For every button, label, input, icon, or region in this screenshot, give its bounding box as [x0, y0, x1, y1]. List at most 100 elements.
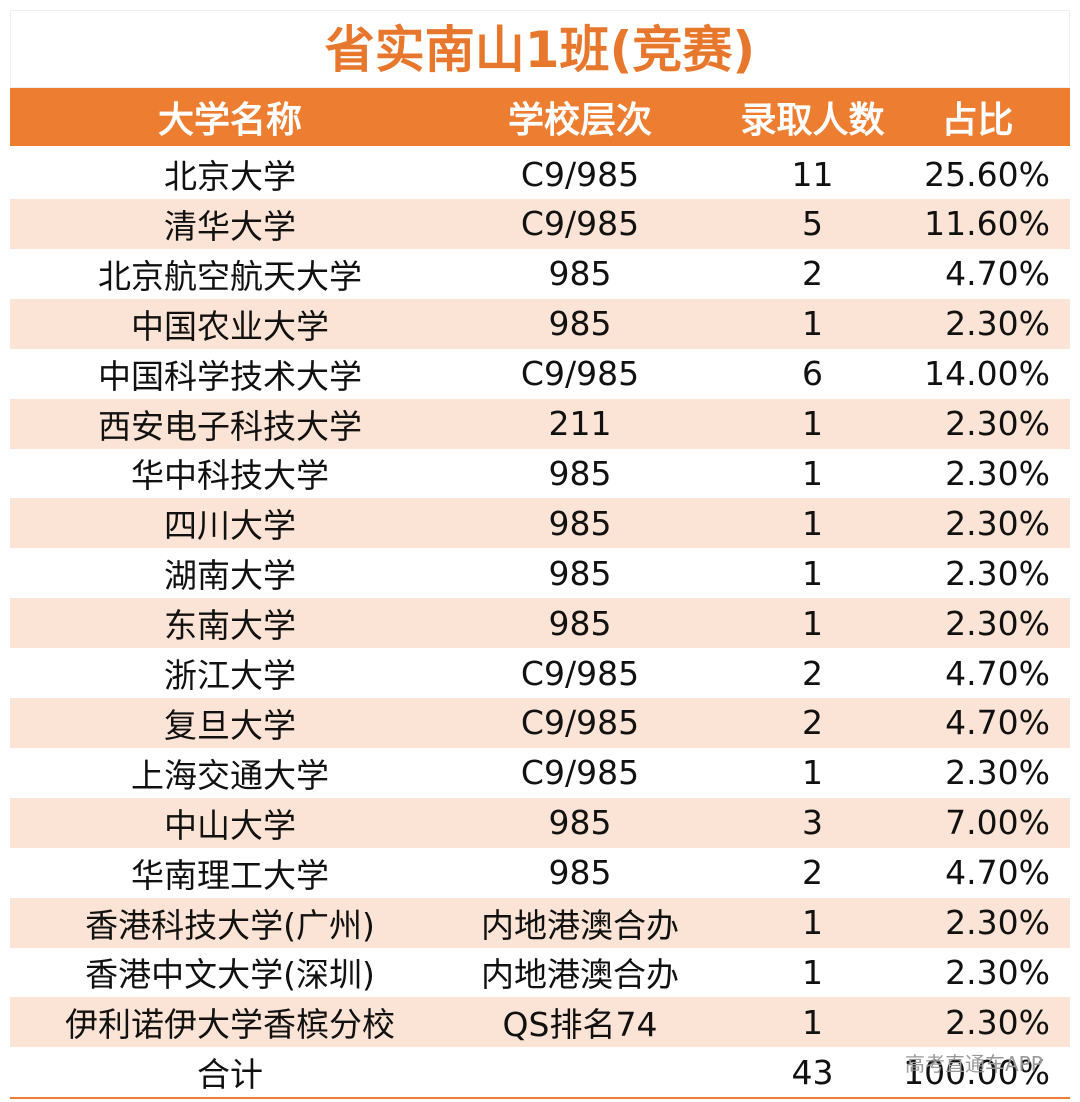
table-row: 清华大学 C9/985 5 11.60%: [10, 198, 1070, 249]
header-cell: 学校层次: [507, 100, 652, 141]
table-cell: 1: [802, 952, 823, 992]
table-row: 中山大学 985 3 7.00%: [10, 797, 1070, 848]
table-cell: C9/985: [520, 653, 640, 693]
table-row: 华南理工大学 985 2 4.70%: [10, 848, 1070, 898]
table-cell: 1: [802, 304, 823, 344]
table-cell: 2.30%: [945, 753, 1050, 793]
table-cell: 2.30%: [945, 553, 1050, 593]
table-cell: 2.30%: [945, 453, 1050, 493]
table-cell: 211: [548, 404, 612, 443]
table-cell: 985: [548, 503, 612, 543]
table-cell: C9/985: [520, 204, 640, 244]
table-cell: 四川大学: [164, 506, 296, 546]
table-cell: 2.30%: [945, 603, 1050, 643]
table-cell: 3: [802, 803, 823, 843]
table-cell: 1: [802, 453, 823, 493]
table-cell: 1: [802, 903, 823, 942]
table-cell: 14.00%: [924, 354, 1050, 394]
table-cell: 东南大学: [164, 606, 296, 646]
table-cell: 内地港澳合办: [481, 955, 679, 995]
table-cell: 华南理工大学: [131, 855, 329, 895]
table-cell: 西安电子科技大学: [98, 406, 362, 446]
header-cell: 录取人数: [740, 100, 885, 141]
table-cell: 伊利诺伊大学香槟分校: [65, 1005, 395, 1045]
table-cell: 4.70%: [945, 853, 1050, 893]
bottom-rule: [10, 1097, 1070, 1099]
table-row: 香港中文大学(深圳) 内地港澳合办 1 2.30%: [10, 947, 1070, 997]
table-cell: 湖南大学: [164, 556, 296, 596]
table-cell: 北京大学: [164, 157, 296, 196]
table-cell: 2.30%: [945, 304, 1050, 344]
table-row: 东南大学 985 1 2.30%: [10, 598, 1070, 649]
total-cell: 合计: [197, 1055, 263, 1095]
table-cell: 1: [802, 404, 823, 443]
table-cell: 4.70%: [945, 254, 1050, 294]
table-row: 西安电子科技大学 211 1 2.30%: [10, 398, 1070, 449]
table-cell: 1: [802, 1002, 823, 1042]
watermark: 高考直通车APP: [905, 1052, 1043, 1076]
table-row: 中国科学技术大学 C9/985 6 14.00%: [10, 349, 1070, 399]
table-row: 上海交通大学 C9/985 1 2.30%: [10, 748, 1070, 798]
table-cell: 浙江大学: [164, 656, 296, 695]
table-row: 香港科技大学(广州) 内地港澳合办 1 2.30%: [10, 897, 1070, 948]
table-cell: 2.30%: [945, 903, 1050, 942]
table-cell: 7.00%: [945, 803, 1050, 843]
table-header: 大学名称 学校层次 录取人数 占比: [10, 88, 1070, 146]
table-cell: QS排名74: [502, 1005, 658, 1045]
table-cell: 11.60%: [924, 204, 1050, 244]
table-cell: C9/985: [520, 703, 640, 743]
table-row: 湖南大学 985 1 2.30%: [10, 548, 1070, 598]
table-row: 浙江大学 C9/985 2 4.70%: [10, 648, 1070, 698]
table-cell: 上海交通大学: [131, 755, 329, 795]
total-cell: 100.00%: [903, 1052, 1050, 1092]
table-cell: 4.70%: [945, 653, 1050, 693]
table-cell: 11: [791, 154, 834, 194]
table-cell: 中山大学: [164, 805, 296, 845]
table-cell: C9/985: [520, 354, 640, 394]
table-cell: 2: [802, 703, 823, 743]
table-cell: 2.30%: [945, 503, 1050, 543]
table-row: 复旦大学 C9/985 2 4.70%: [10, 697, 1070, 748]
table-cell: 2: [802, 254, 823, 294]
table-cell: 2: [802, 853, 823, 893]
table-cell: 中国科学技术大学: [98, 356, 362, 396]
table-cell: 华中科技大学: [131, 456, 329, 496]
table-cell: 4.70%: [945, 703, 1050, 743]
table-cell: C9/985: [520, 753, 640, 793]
table-cell: 1: [802, 503, 823, 543]
table-cell: 985: [548, 803, 612, 843]
table-cell: 2: [802, 653, 823, 693]
table-row: 北京航空航天大学 985 2 4.70%: [10, 249, 1070, 299]
table-cell: 1: [802, 603, 823, 643]
header-cell: 大学名称: [157, 100, 302, 141]
table-cell: 内地港澳合办: [481, 905, 679, 945]
table-cell: 北京航空航天大学: [98, 256, 362, 296]
table-cell: 1: [802, 753, 823, 793]
table-row: 中国农业大学 985 1 2.30%: [10, 298, 1070, 349]
table-cell: 香港中文大学(深圳): [85, 955, 375, 995]
table-cell: 香港科技大学(广州): [85, 905, 375, 945]
title: 省实南山1班(竞赛): [10, 10, 1070, 88]
table-cell: C9/985: [520, 154, 640, 194]
table-cell: 5: [802, 204, 823, 244]
table-cell: 985: [548, 304, 612, 344]
total-cell: 43: [791, 1052, 834, 1092]
table-cell: 985: [548, 853, 612, 893]
table-cell: 中国农业大学: [131, 306, 329, 346]
total-row: 合计 43 100.00%: [10, 1047, 1070, 1097]
table-cell: 985: [548, 254, 612, 294]
table-cell: 25.60%: [924, 154, 1050, 194]
table-row: 北京大学 C9/985 11 25.60%: [10, 149, 1070, 199]
table-cell: 985: [548, 553, 612, 593]
table-cell: 2.30%: [945, 1002, 1050, 1042]
header-cell: 占比: [941, 100, 1014, 141]
table-cell: 985: [548, 603, 612, 643]
table-cell: 1: [802, 553, 823, 593]
table-cell: 2.30%: [945, 952, 1050, 992]
table-cell: 6: [802, 354, 823, 394]
table-cell: 2.30%: [945, 404, 1050, 443]
table-row: 伊利诺伊大学香槟分校 QS排名74 1 2.30%: [10, 997, 1070, 1048]
table-row: 四川大学 985 1 2.30%: [10, 498, 1070, 549]
table-cell: 985: [548, 453, 612, 493]
